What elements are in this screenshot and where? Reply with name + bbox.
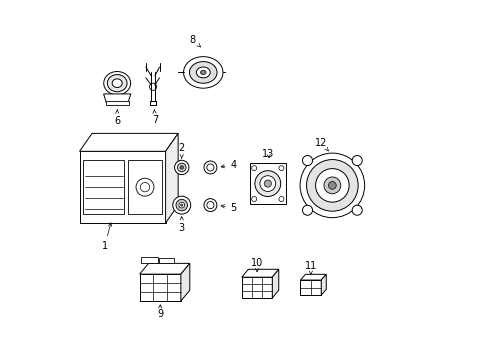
Bar xyxy=(249,163,285,204)
Polygon shape xyxy=(165,134,178,223)
Circle shape xyxy=(177,163,185,172)
Bar xyxy=(141,257,158,264)
Bar xyxy=(241,277,272,298)
Ellipse shape xyxy=(112,79,122,87)
Polygon shape xyxy=(321,274,325,295)
Circle shape xyxy=(203,199,217,212)
Text: 4: 4 xyxy=(221,159,236,170)
Text: 1: 1 xyxy=(102,223,111,251)
Circle shape xyxy=(203,161,217,174)
Circle shape xyxy=(251,197,256,202)
Circle shape xyxy=(302,156,312,166)
Ellipse shape xyxy=(200,70,205,75)
Circle shape xyxy=(278,166,284,171)
Polygon shape xyxy=(300,274,325,280)
Circle shape xyxy=(179,202,184,208)
Circle shape xyxy=(315,168,348,202)
Circle shape xyxy=(254,171,280,197)
Circle shape xyxy=(136,178,154,196)
Text: 9: 9 xyxy=(157,305,163,319)
Circle shape xyxy=(180,166,183,169)
Circle shape xyxy=(251,166,256,171)
Ellipse shape xyxy=(103,72,130,95)
Polygon shape xyxy=(139,264,189,274)
Circle shape xyxy=(264,180,271,187)
Circle shape xyxy=(328,181,336,189)
Text: 6: 6 xyxy=(114,110,120,126)
Text: 3: 3 xyxy=(178,217,184,233)
Text: 11: 11 xyxy=(304,261,316,274)
Circle shape xyxy=(260,176,275,192)
Circle shape xyxy=(206,164,214,171)
Polygon shape xyxy=(241,269,278,277)
Circle shape xyxy=(206,202,214,209)
Text: 2: 2 xyxy=(178,143,184,158)
Ellipse shape xyxy=(107,75,127,92)
Text: 5: 5 xyxy=(221,203,236,213)
Circle shape xyxy=(302,205,312,215)
Text: 10: 10 xyxy=(250,258,263,272)
Ellipse shape xyxy=(189,62,217,83)
Text: 8: 8 xyxy=(189,35,200,47)
Polygon shape xyxy=(80,151,165,223)
Text: 12: 12 xyxy=(315,138,328,151)
Circle shape xyxy=(278,197,284,202)
Circle shape xyxy=(174,160,188,175)
Circle shape xyxy=(140,183,149,192)
Circle shape xyxy=(351,205,362,215)
Polygon shape xyxy=(272,269,278,298)
Text: 7: 7 xyxy=(151,109,158,125)
Circle shape xyxy=(180,204,183,206)
Circle shape xyxy=(324,177,340,194)
Text: 13: 13 xyxy=(262,149,274,159)
Polygon shape xyxy=(80,134,178,151)
Bar xyxy=(159,258,173,264)
Circle shape xyxy=(149,83,156,90)
Bar xyxy=(128,160,162,214)
Circle shape xyxy=(172,196,190,214)
Polygon shape xyxy=(181,264,189,301)
Polygon shape xyxy=(103,94,131,103)
Circle shape xyxy=(300,153,364,218)
Ellipse shape xyxy=(183,57,223,88)
Ellipse shape xyxy=(196,67,210,78)
Circle shape xyxy=(306,159,357,211)
Bar xyxy=(105,101,128,105)
Circle shape xyxy=(176,199,187,211)
Bar xyxy=(300,280,321,295)
Bar xyxy=(83,160,124,214)
Circle shape xyxy=(351,156,362,166)
Bar xyxy=(139,274,181,301)
